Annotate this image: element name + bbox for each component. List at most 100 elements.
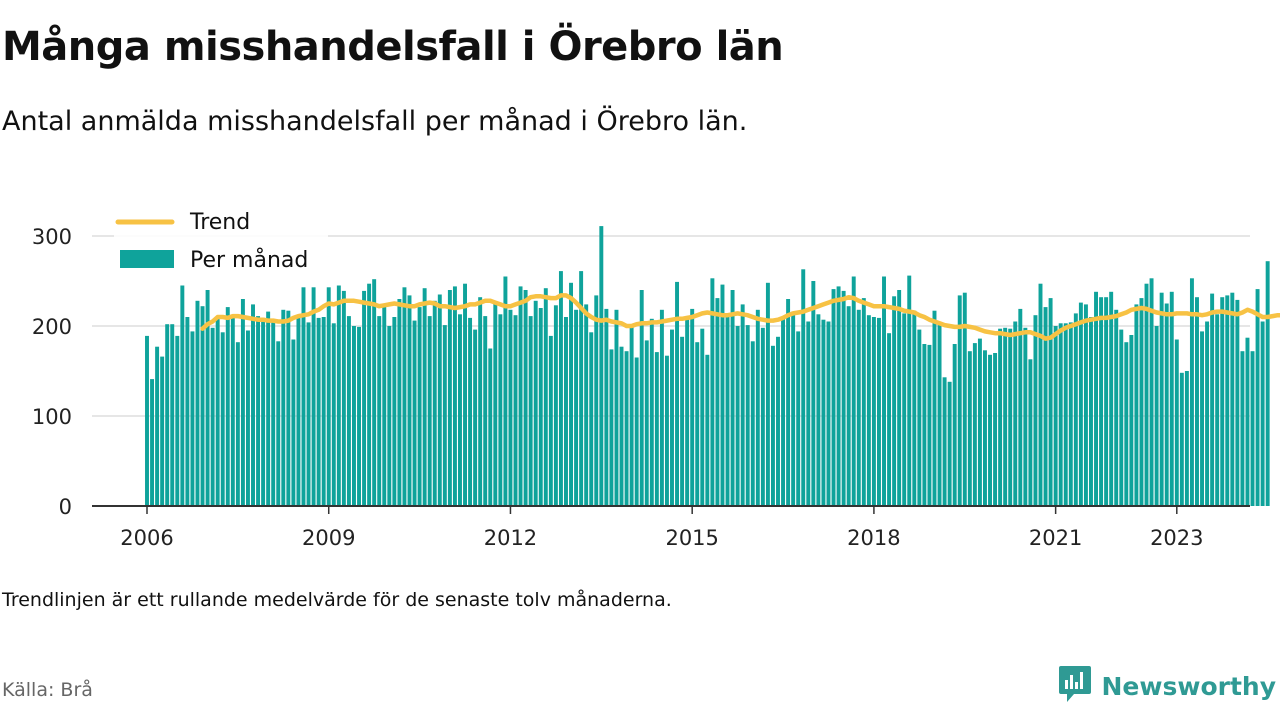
bar [1260,321,1265,506]
bar [760,327,765,506]
bar [498,314,503,506]
x-tick-label: 2006 [120,526,173,550]
bar [1164,303,1169,506]
bar [1003,327,1008,506]
bar [397,299,402,506]
bar [1240,351,1245,506]
bar [1144,283,1149,506]
bar [1008,328,1013,506]
bar [261,317,266,506]
bar [331,323,336,506]
bar [654,352,659,506]
bar [478,297,483,506]
bar [1230,292,1235,506]
bar [947,381,952,506]
bar [251,304,255,506]
bar [1124,342,1129,506]
bar [993,353,998,506]
bar [1129,335,1134,506]
bar [629,324,634,506]
bar [220,332,225,506]
bar [558,271,563,506]
bar [781,318,786,506]
bar [336,285,341,506]
bar [932,310,937,506]
brand-name: Newsworthy [1101,671,1277,701]
bar [786,299,791,506]
bar [281,309,286,506]
bar [700,328,705,506]
bar [866,315,871,506]
bar [215,317,220,506]
bar [296,317,301,506]
bar [407,295,412,506]
legend: Trend Per månad [114,208,328,278]
bar [1174,339,1179,506]
bar-series-per-manad [145,226,1270,506]
x-tick-label: 2012 [484,526,537,550]
bar [861,298,866,506]
x-tick-label: 2018 [847,526,900,550]
bar [306,322,311,506]
bar [675,281,680,506]
bar [538,308,543,506]
bar [145,335,149,506]
bar [1200,331,1204,506]
bar [1109,291,1114,506]
bar [210,327,215,506]
bar [1094,291,1098,506]
bar [619,346,624,506]
y-tick-label: 100 [32,405,72,429]
bar [574,309,579,506]
bar [1043,307,1048,506]
bar [755,309,760,506]
bar [927,344,932,506]
bar [725,315,730,506]
bar [882,276,886,506]
bar [967,351,972,506]
bar [569,282,573,506]
bar [1033,315,1038,506]
bar [887,333,892,506]
bar [846,306,851,506]
bar [442,325,447,506]
y-tick-label: 0 [59,495,72,519]
bar [1068,322,1073,506]
bar [594,295,599,506]
bar [690,308,695,506]
bar [841,290,846,506]
bar [1013,321,1018,506]
bar [957,295,962,506]
bar [1169,291,1174,506]
bar [463,283,467,506]
bar [1053,326,1058,506]
bar [685,317,690,506]
bar [367,283,372,506]
bar [200,306,205,506]
bar [508,309,513,506]
bar [427,316,432,506]
bar [564,317,568,506]
bar [1195,297,1199,506]
bar [907,275,912,506]
bar [871,317,876,506]
bar [1225,295,1230,506]
bar [1089,317,1093,506]
y-tick-label: 300 [32,225,72,249]
bar [1255,289,1260,506]
bar [720,284,725,506]
bar [791,311,796,506]
bar [493,302,498,506]
bar [942,377,947,506]
bar [977,338,982,506]
bar [851,276,856,506]
bar [1205,321,1210,506]
bar [1099,297,1104,506]
bar [1215,314,1220,506]
bar [659,309,664,506]
bar [1250,351,1255,506]
bar [1038,283,1043,506]
bar [372,279,377,506]
bar [806,321,811,506]
bar [346,316,351,506]
